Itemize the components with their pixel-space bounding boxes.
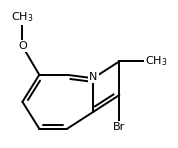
Text: O: O <box>18 41 27 51</box>
Text: Br: Br <box>113 122 125 132</box>
Text: N: N <box>89 72 97 82</box>
Text: CH$_3$: CH$_3$ <box>11 11 34 24</box>
Text: CH$_3$: CH$_3$ <box>145 54 167 68</box>
